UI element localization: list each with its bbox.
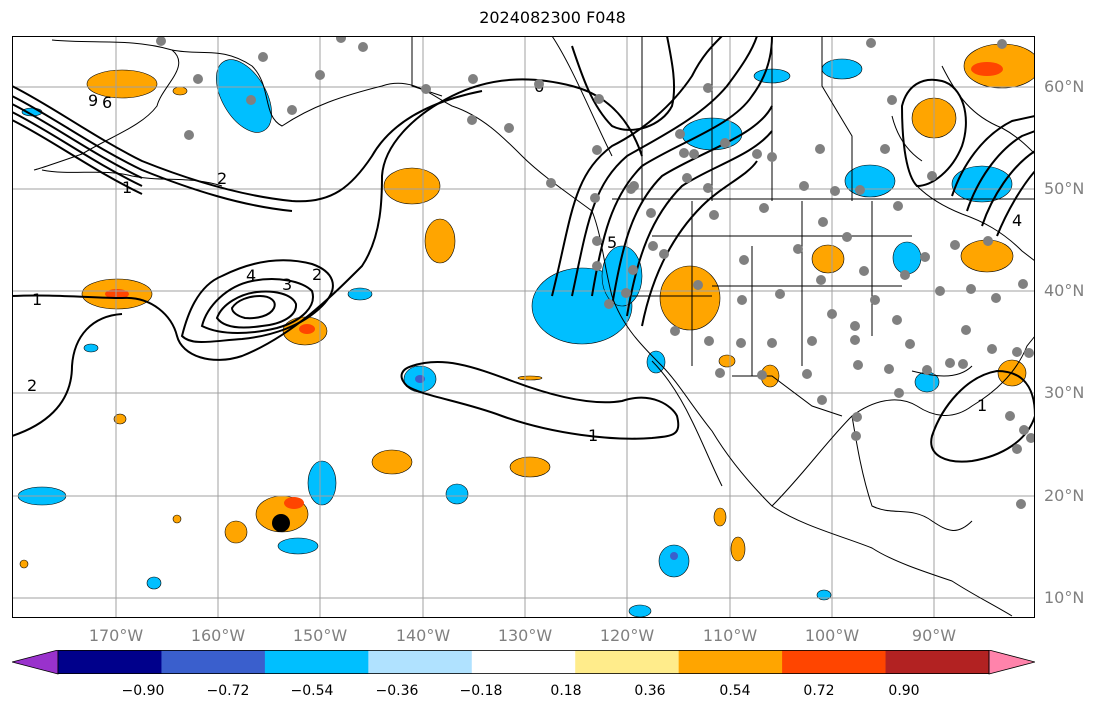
anomaly-shading [17, 43, 1035, 618]
contour-label: 1 [122, 178, 132, 197]
lon-label: 170°W [88, 626, 144, 645]
colorbar [12, 650, 1035, 675]
contour-label: 2 [217, 169, 227, 188]
station-dots [156, 36, 1035, 509]
contour-label: 5 [607, 233, 617, 252]
marker-point [272, 514, 290, 532]
contour-label: 9 [88, 91, 98, 110]
lat-label: 20°N [1044, 486, 1085, 505]
map-canvas: 1 1 2 3 4 1 2 6 9 6 5 1 4 2 [12, 36, 1035, 618]
contour-label: 3 [282, 275, 292, 294]
lon-label: 130°W [497, 626, 553, 645]
colorbar-tick-label: 0.72 [803, 683, 835, 699]
colorbar-tick-label: 0.36 [634, 683, 666, 699]
lon-label: 100°W [804, 626, 860, 645]
figure-title: 2024082300 F048 [479, 8, 626, 27]
colorbar-outline [57, 650, 990, 674]
lon-label: 150°W [292, 626, 348, 645]
colorbar-extend-max [988, 650, 1035, 675]
colorbar-segment [575, 650, 680, 674]
lat-label: 50°N [1044, 179, 1085, 198]
map-panel: 1 1 2 3 4 1 2 6 9 6 5 1 4 2 [12, 36, 1035, 618]
lon-label: 140°W [395, 626, 451, 645]
lat-label: 10°N [1044, 588, 1085, 607]
colorbar-tick-label: −0.54 [290, 683, 334, 699]
colorbar-tick-label: −0.36 [375, 683, 419, 699]
contour-label: 1 [977, 396, 987, 415]
lat-label: 40°N [1044, 281, 1085, 300]
colorbar-segment [885, 650, 990, 674]
contour-label: 4 [1012, 211, 1022, 230]
colorbar-segment [782, 650, 887, 674]
colorbar-segment [58, 650, 162, 674]
colorbar-tick-label: 0.54 [719, 683, 751, 699]
colorbar-segment [471, 650, 576, 674]
contour-label: 1 [588, 426, 598, 445]
contour-label: 2 [27, 376, 37, 395]
colorbar-segment [161, 650, 266, 674]
colorbar-segment [368, 650, 473, 674]
colorbar-tick-label: −0.72 [206, 683, 250, 699]
contour-label: 4 [246, 266, 256, 285]
lon-label: 120°W [599, 626, 655, 645]
lat-label: 30°N [1044, 383, 1085, 402]
contour-lines [12, 36, 1035, 463]
colorbar-tick-label: −0.90 [121, 683, 165, 699]
colorbar-tick-label: −0.18 [459, 683, 503, 699]
contour-label: 6 [102, 93, 112, 112]
lat-label: 60°N [1044, 77, 1085, 96]
contour-label: 1 [32, 290, 42, 309]
contour-label: 2 [312, 265, 322, 284]
colorbar-segment [678, 650, 783, 674]
colorbar-tick-label: 0.18 [550, 683, 582, 699]
lon-label: 90°W [911, 626, 957, 645]
lon-label: 110°W [702, 626, 758, 645]
lon-label: 160°W [190, 626, 246, 645]
colorbar-extend-min [12, 650, 59, 675]
colorbar-tick-label: 0.90 [888, 683, 920, 699]
colorbar-segment [264, 650, 369, 674]
